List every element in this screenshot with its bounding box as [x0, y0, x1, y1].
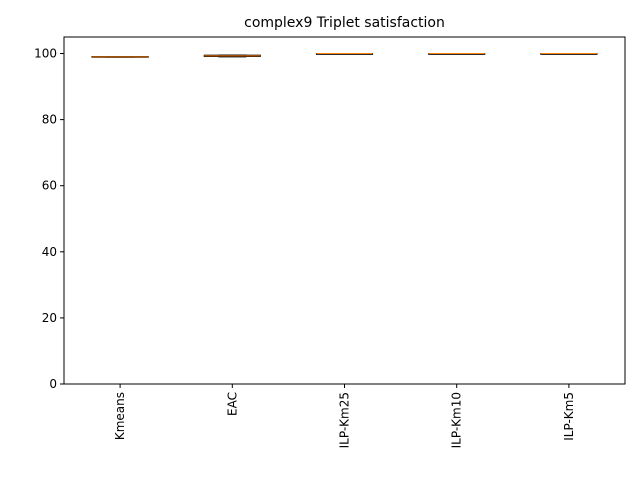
y-tick-label: 40 [42, 245, 57, 259]
y-tick-label: 80 [42, 113, 57, 127]
y-tick-label: 20 [42, 311, 57, 325]
plot-area-frame [63, 36, 626, 385]
y-tick-label: 60 [42, 179, 57, 193]
x-tick-label: ILP-Km25 [338, 392, 352, 448]
y-tick-label: 100 [34, 47, 57, 61]
chart-title: complex9 Triplet satisfaction [244, 15, 445, 31]
x-tick-label: EAC [225, 392, 239, 416]
x-tick-label: ILP-Km10 [450, 392, 464, 448]
x-tick-label: Kmeans [113, 392, 127, 440]
x-tick-label: ILP-Km5 [562, 392, 576, 441]
y-tick-label: 0 [49, 377, 57, 391]
